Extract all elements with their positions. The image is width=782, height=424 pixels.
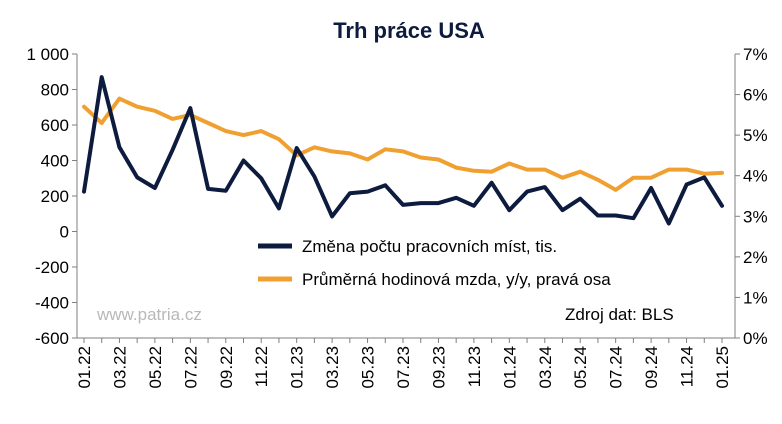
x-axis-tick-label: 03.23 (323, 346, 342, 389)
x-axis-tick-label: 01.23 (288, 346, 307, 389)
x-axis-tick-label: 09.24 (642, 346, 661, 389)
x-axis-tick-label: 11.22 (252, 346, 271, 387)
left-axis-tick-label: 0 (60, 223, 69, 242)
legend-label-jobs: Změna počtu pracovních míst, tis. (302, 237, 557, 256)
x-axis-tick-label: 03.24 (536, 346, 555, 389)
right-axis-tick-label: 4% (743, 167, 768, 186)
left-axis-tick-label: -200 (35, 258, 69, 277)
left-axis-tick-label: 200 (41, 187, 69, 206)
x-axis-tick-label: 01.22 (75, 346, 94, 389)
right-axis-tick-label: 1% (743, 288, 768, 307)
x-axis-tick-label: 07.23 (394, 346, 413, 389)
left-axis-tick-label: -600 (35, 329, 69, 348)
right-axis-tick-label: 2% (743, 248, 768, 267)
x-axis-tick-label: 01.25 (713, 346, 732, 389)
right-axis-tick-label: 6% (743, 86, 768, 105)
x-axis-tick-label: 09.23 (429, 346, 448, 389)
x-axis-tick-label: 05.23 (359, 346, 378, 389)
axes: -600 -400 -200 0 200 400 600 800 1 000 0% 1% 2% 3% 4%… (26, 45, 767, 389)
x-axis-tick-label: 05.24 (571, 346, 590, 389)
right-axis-tick-label: 0% (743, 329, 768, 348)
x-axis-tick-label: 11.23 (465, 346, 484, 387)
legend: Změna počtu pracovních míst, tis. Průměr… (258, 237, 611, 289)
right-axis-tick-label: 7% (743, 45, 768, 64)
x-axis-tick-label: 01.24 (500, 346, 519, 389)
right-axis-tick-label: 3% (743, 207, 768, 226)
x-axis-tick-label: 05.22 (146, 346, 165, 389)
left-axis-tick-label: 600 (41, 116, 69, 135)
series-lines (82, 75, 724, 226)
x-axis-tick-label: 09.22 (217, 346, 236, 389)
watermark: www.patria.cz (96, 305, 202, 324)
left-axis-tick-label: -400 (35, 294, 69, 313)
series-line-wages (82, 96, 724, 192)
x-axis-tick-label: 03.22 (110, 346, 129, 389)
legend-label-wages: Průměrná hodinová mzda, y/y, pravá osa (302, 270, 611, 289)
x-axis-tick-label: 07.22 (181, 346, 200, 389)
x-axis-tick-label: 11.24 (678, 346, 697, 387)
chart-title: Trh práce USA (333, 18, 485, 43)
left-axis-tick-label: 400 (41, 152, 69, 171)
left-axis-tick-label: 800 (41, 81, 69, 100)
x-axis-tick-label: 07.24 (607, 346, 626, 389)
right-axis-tick-label: 5% (743, 126, 768, 145)
series-line-jobs (82, 75, 724, 226)
left-axis-tick-label: 1 000 (26, 45, 69, 64)
source-note: Zdroj dat: BLS (565, 305, 674, 324)
